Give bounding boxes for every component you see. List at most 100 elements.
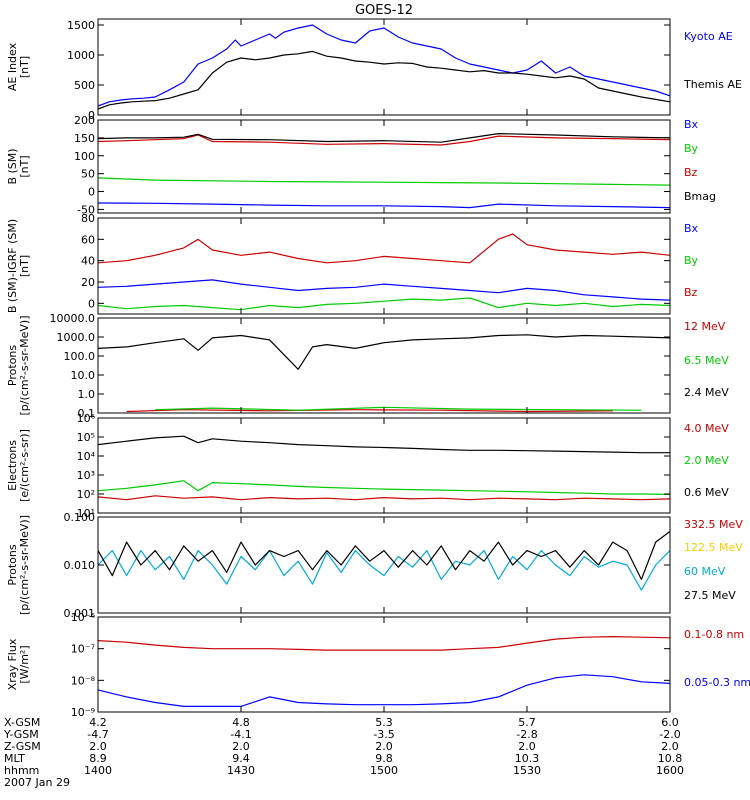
y-tick-label: 10⁻⁸ <box>71 674 96 687</box>
ephemeris-value: -4.7 <box>87 728 108 741</box>
panel-frame <box>97 616 671 713</box>
series-line-b_sm-0 <box>97 202 671 209</box>
legend-entry: By <box>684 142 699 155</box>
panel-frame <box>97 317 671 414</box>
ephemeris-value: 2.0 <box>518 740 536 753</box>
y-tick-label: 0.001 <box>64 607 96 620</box>
ephemeris-value: 10.8 <box>658 752 683 765</box>
series-line-protons_high-2 <box>97 549 671 591</box>
y-tick-label: -50 <box>77 203 95 216</box>
legend-entry: 60 MeV <box>684 565 726 578</box>
legend-entry: 0.6 MeV <box>684 486 729 499</box>
ephemeris-value: 2.0 <box>89 740 107 753</box>
ephemeris-value: 2.0 <box>375 740 393 753</box>
y-tick-label: 10000.0 <box>50 312 96 325</box>
legend-entry: Bx <box>684 222 699 235</box>
series-line-xray-0 <box>97 635 671 651</box>
y-tick-label: 10⁻⁷ <box>71 643 95 656</box>
ephemeris-row-label: MLT <box>4 752 25 765</box>
legend-entry: Bz <box>684 166 698 179</box>
ephemeris-value: -2.0 <box>659 728 680 741</box>
y-axis-label: Protons <box>6 345 19 386</box>
y-tick-label: 200 <box>74 114 95 127</box>
y-tick-label: 50 <box>81 168 95 181</box>
series-line-ae-0 <box>97 24 671 107</box>
ephemeris-row-label: X-GSM <box>4 716 40 729</box>
ephemeris-table: X-GSM 4.2 4.8 5.3 5.7 6.0 Y-GSM -4.7 -4.1 -3.5 -2.… <box>3 716 684 789</box>
y-tick-label: 100 <box>74 150 95 163</box>
chart-title: GOES-12 <box>355 3 413 18</box>
panel-frame <box>97 217 671 315</box>
y-tick-label: 0 <box>88 109 95 122</box>
legend-entry: By <box>684 254 699 267</box>
y-tick-label: 1500 <box>67 19 95 32</box>
series-line-b_minus_igrf-2 <box>97 233 671 264</box>
legend-entry: Bmag <box>684 190 716 203</box>
ephemeris-value: 10.3 <box>515 752 540 765</box>
y-tick-label: 10⁶ <box>77 412 96 425</box>
legend-entry: 122.5 MeV <box>684 541 743 554</box>
ephemeris-value: 1600 <box>656 764 684 777</box>
series-line-b_sm-2 <box>97 134 671 146</box>
y-tick-label: 1000 <box>67 49 95 62</box>
y-axis-label: B (SM)-IGRF (SM) <box>6 219 19 313</box>
date-label: 2007 Jan 29 <box>4 776 70 789</box>
panel-frame <box>97 18 671 116</box>
legend-entry: 4.0 MeV <box>684 422 729 435</box>
y-tick-label: 0 <box>88 186 95 199</box>
y-tick-label: 10⁻⁹ <box>71 706 95 719</box>
panel-protons: 0.1 1.0 10.0 100.0 1000.0 10000.0 Protons [p/(c… <box>6 312 729 420</box>
y-tick-label: 1.0 <box>78 388 96 401</box>
ephemeris-value: -3.5 <box>373 728 394 741</box>
legend-entry: 2.0 MeV <box>684 454 729 467</box>
ephemeris-value: 1500 <box>370 764 398 777</box>
y-tick-label: 80 <box>81 212 95 225</box>
y-axis-label: [nT] <box>18 255 31 277</box>
y-axis-label: [nT] <box>18 155 31 177</box>
series-line-b_minus_igrf-1 <box>97 297 671 311</box>
series-line-electrons-2 <box>97 435 670 454</box>
legend-entry: 6.5 MeV <box>684 354 729 367</box>
series-line-electrons-0 <box>97 495 671 501</box>
ephemeris-value: 6.0 <box>661 716 679 729</box>
panel-ae: 0 500 1000 1500 AE Index [nT] Kyoto AE Themis A… <box>6 18 742 122</box>
ephemeris-value: 2.0 <box>661 740 679 753</box>
y-tick-label: 60 <box>81 233 95 246</box>
series-line-ae-1 <box>97 50 671 110</box>
ephemeris-value: 8.9 <box>89 752 107 765</box>
legend-entry: 0.05-0.3 nm <box>684 676 750 689</box>
y-tick-label: 0.100 <box>64 511 96 524</box>
ephemeris-value: 9.8 <box>375 752 393 765</box>
y-tick-label: 500 <box>74 79 95 92</box>
y-tick-label: 10⁵ <box>77 431 95 444</box>
y-tick-label: 100.0 <box>64 350 96 363</box>
panel-electrons: 10¹ 10² 10³ 10⁴ 10⁵ 10⁶ Electrons [e/(cm²-s-sr)… <box>6 412 729 520</box>
legend-entry: Bz <box>684 286 698 299</box>
y-tick-label: 10¹ <box>77 507 95 520</box>
legend-entry: 12 MeV <box>684 320 726 333</box>
legend-entry: 332.5 MeV <box>684 518 743 531</box>
y-tick-label: 40 <box>81 255 95 268</box>
series-line-protons-2 <box>97 334 671 370</box>
y-axis-label: Electrons <box>6 440 19 491</box>
ephemeris-value: 5.3 <box>375 716 393 729</box>
ephemeris-value: 1430 <box>227 764 255 777</box>
panel-xray: 10⁻⁹ 10⁻⁸ 10⁻⁷ 10⁻⁶ Xray Flux [W/m²] 0.1-0.8 n… <box>6 611 750 719</box>
panel-frame <box>97 119 671 214</box>
y-axis-label: AE Index <box>6 42 19 91</box>
y-axis-label: [e/(cm²-s-sr)] <box>18 429 31 502</box>
ephemeris-value: 5.7 <box>518 716 536 729</box>
y-axis-label: Xray Flux <box>6 638 19 690</box>
y-axis-label: [p/(cm²-s-sr-MeV)] <box>18 316 31 416</box>
y-axis-label: Protons <box>6 544 19 585</box>
legend-entry: Kyoto AE <box>684 30 733 43</box>
ephemeris-row-label: Z-GSM <box>4 740 41 753</box>
y-tick-label: 0.010 <box>64 559 96 572</box>
y-tick-label: 10⁴ <box>77 450 96 463</box>
series-line-b_sm-3 <box>97 133 671 143</box>
legend-entry: Bx <box>684 118 699 131</box>
series-line-b_sm-1 <box>97 177 671 186</box>
y-tick-label: 1000.0 <box>57 331 96 344</box>
legend-entry: 2.4 MeV <box>684 386 729 399</box>
